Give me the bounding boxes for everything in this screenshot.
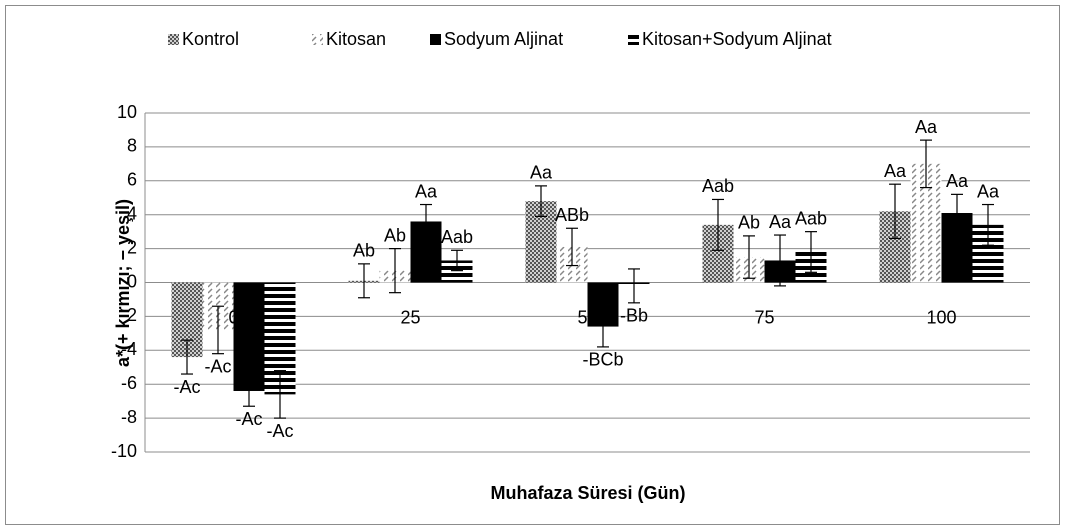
y-tick-label: -2 xyxy=(121,305,137,325)
y-tick-label: 6 xyxy=(127,170,137,190)
data-label: ABb xyxy=(555,205,589,225)
y-tick-label: 10 xyxy=(117,102,137,122)
data-label: Aa xyxy=(977,181,1000,201)
x-tick-label: 50 xyxy=(577,307,597,327)
data-label: Aa xyxy=(946,171,969,191)
data-label: Ab xyxy=(353,241,375,261)
y-tick-label: 4 xyxy=(127,203,137,223)
legend-swatch xyxy=(312,34,323,45)
y-tick-label: -10 xyxy=(111,441,137,461)
y-tick-label: 8 xyxy=(127,136,137,156)
legend-swatch xyxy=(168,34,179,45)
data-label: -Bb xyxy=(620,306,648,326)
data-label: -BCb xyxy=(582,350,623,370)
legend-label: Sodyum Aljinat xyxy=(444,29,563,49)
data-label: Aa xyxy=(415,181,438,201)
data-label: Aab xyxy=(702,176,734,196)
data-label: -Ac xyxy=(267,421,294,441)
data-label: Aa xyxy=(884,161,907,181)
bar xyxy=(233,282,265,391)
legend-swatch xyxy=(430,34,441,45)
x-tick-label: 75 xyxy=(754,307,774,327)
data-label: Aab xyxy=(441,227,473,247)
y-tick-label: 0 xyxy=(127,271,137,291)
y-tick-label: -4 xyxy=(121,339,137,359)
data-label: Aa xyxy=(769,212,792,232)
data-label: -Ac xyxy=(205,356,232,376)
legend-label: Kontrol xyxy=(182,29,239,49)
bar xyxy=(441,260,473,283)
x-tick-label: 0 xyxy=(228,307,238,327)
x-axis-label: Muhafaza Süresi (Gün) xyxy=(490,483,685,503)
data-label: Aa xyxy=(530,163,553,183)
legend-label: Kitosan+Sodyum Aljinat xyxy=(642,29,832,49)
y-tick-label: 2 xyxy=(127,237,137,257)
data-label: -Ac xyxy=(174,377,201,397)
legend-label: Kitosan xyxy=(326,29,386,49)
data-label: -Ac xyxy=(236,409,263,429)
data-label: Aab xyxy=(795,208,827,228)
x-tick-label: 25 xyxy=(400,307,420,327)
legend-swatch xyxy=(628,34,639,45)
x-tick-label: 100 xyxy=(926,307,956,327)
data-label: Ab xyxy=(384,225,406,245)
y-axis-label: a*(+ kırmızı; − yeşil) xyxy=(113,199,133,367)
y-tick-label: -8 xyxy=(121,407,137,427)
data-label: Ab xyxy=(738,213,760,233)
y-tick-label: -6 xyxy=(121,373,137,393)
data-label: Aa xyxy=(915,117,938,137)
